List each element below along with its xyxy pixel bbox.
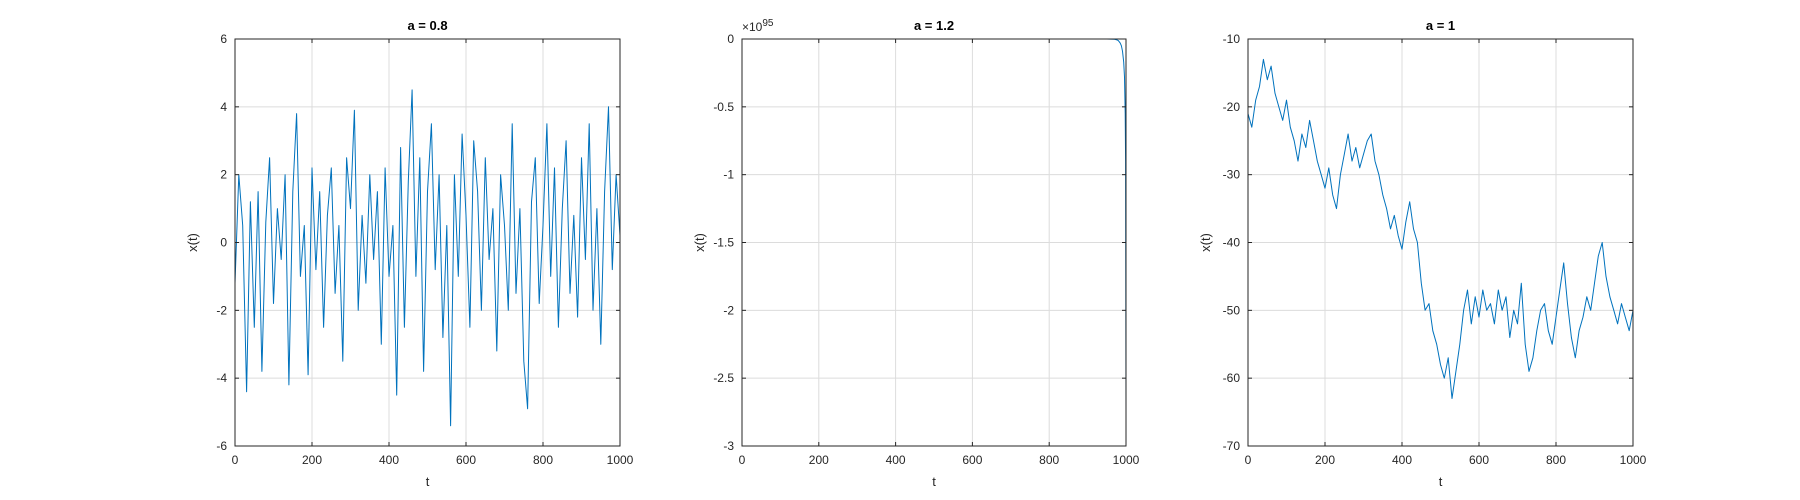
y-axis-label: x(t) (692, 233, 707, 252)
x-tick-label: 800 (1039, 453, 1059, 467)
x-tick-label: 600 (1469, 453, 1489, 467)
x-tick-label: 200 (809, 453, 829, 467)
y-tick-label: 6 (220, 32, 227, 46)
subplot-a-0-8: 0 200 400 600 800 1000 -6 -4 -2 0 2 4 6 a = 0.8 t x(t) (185, 18, 634, 489)
y-tick-label: 0 (220, 236, 227, 250)
x-tick-label: 400 (379, 453, 399, 467)
x-tick-label: 600 (456, 453, 476, 467)
y-tick-label: 4 (220, 100, 227, 114)
x-tick-label: 0 (232, 453, 239, 467)
y-tick-label: -1 (723, 168, 734, 182)
y-tick-label: -10 (1223, 32, 1241, 46)
y-tick-label: -1.5 (713, 236, 734, 250)
x-tick-label: 1000 (1620, 453, 1647, 467)
x-tick-label: 0 (1245, 453, 1252, 467)
subplot-a-1-2: 0 200 400 600 800 1000 -3 -2.5 -2 -1.5 -1 -0.5 0 a = … (692, 18, 1140, 489)
x-tick-label: 400 (1392, 453, 1412, 467)
y-tick-label: -50 (1223, 303, 1241, 317)
y-tick-label: 0 (727, 32, 734, 46)
y-tick-label: -40 (1223, 236, 1241, 250)
y-tick-label: -20 (1223, 100, 1241, 114)
y-exponent-label: ×1095 (742, 18, 774, 34)
subplot-a-1: 0 200 400 600 800 1000 -70 -60 -50 -40 -30 -20 -10 a … (1198, 18, 1647, 489)
series-line (1247, 58, 1634, 399)
x-axis-label: t (426, 474, 430, 489)
x-tick-label: 1000 (1113, 453, 1140, 467)
x-tick-label: 800 (533, 453, 553, 467)
x-tick-label: 0 (739, 453, 746, 467)
x-axis-label: t (1439, 474, 1443, 489)
chart-title: a = 1.2 (914, 18, 954, 33)
x-tick-label: 400 (886, 453, 906, 467)
x-tick-label: 200 (1315, 453, 1335, 467)
y-tick-label: -2 (216, 303, 227, 317)
y-tick-label: -60 (1223, 371, 1241, 385)
y-tick-label: -30 (1223, 168, 1241, 182)
x-tick-label: 1000 (607, 453, 634, 467)
y-tick-label: -3 (723, 439, 734, 453)
chart-title: a = 0.8 (407, 18, 447, 33)
y-tick-label: -70 (1223, 439, 1241, 453)
y-tick-label: 2 (220, 168, 227, 182)
x-tick-label: 800 (1546, 453, 1566, 467)
y-tick-label: -2.5 (713, 371, 734, 385)
x-axis-label: t (932, 474, 936, 489)
y-tick-label: -0.5 (713, 100, 734, 114)
y-axis-label: x(t) (1198, 233, 1213, 252)
y-tick-label: -6 (216, 439, 227, 453)
x-tick-label: 600 (962, 453, 982, 467)
chart-title: a = 1 (1426, 18, 1455, 33)
series-line (234, 89, 621, 427)
y-tick-label: -2 (723, 303, 734, 317)
y-axis-label: x(t) (185, 233, 200, 252)
y-tick-label: -4 (216, 371, 227, 385)
x-tick-label: 200 (302, 453, 322, 467)
